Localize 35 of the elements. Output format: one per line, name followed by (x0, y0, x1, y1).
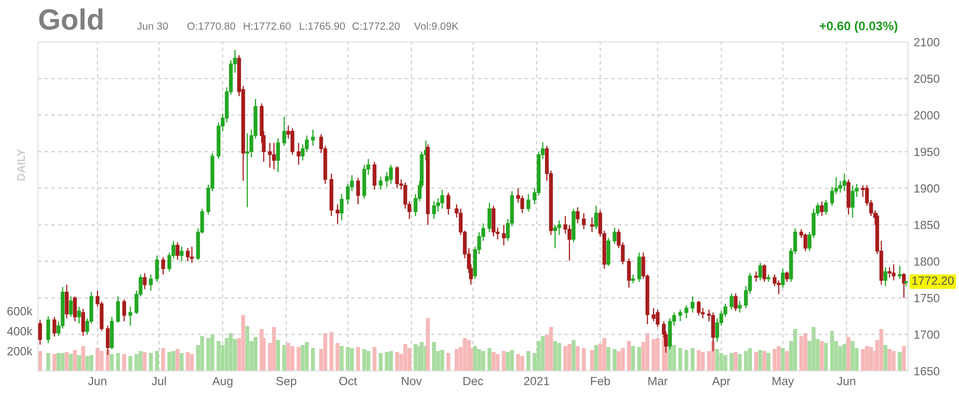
y-tick-label: 1950 (914, 148, 940, 156)
x-tick-label: Feb (591, 376, 610, 386)
y-tick-label: 2100 (914, 38, 940, 46)
text: C:1772.20 (352, 22, 400, 30)
y2-tick-label: 600k (7, 306, 32, 316)
x-tick-label: Apr (712, 376, 730, 388)
y-tick-label: 2050 (914, 74, 940, 83)
chart-title: Gold (39, 8, 102, 30)
x-tick-label: Nov (402, 376, 422, 386)
x-tick-label: Jul (152, 376, 166, 386)
y2-tick-label: 200k (7, 346, 32, 356)
x-tick-label: Sep (276, 376, 296, 388)
y-tick-label: 1800 (914, 257, 940, 266)
y-tick-label: 1700 (914, 330, 940, 339)
y-tick-label: 1900 (914, 184, 940, 193)
x-tick-label: Jun (837, 376, 856, 386)
y-tick-label: 1850 (914, 220, 940, 230)
y2-tick-label: 400k (7, 326, 32, 336)
text: Vol:9.09K (414, 22, 458, 30)
x-tick-label: Dec (463, 376, 484, 386)
x-tick-label: Mar (648, 376, 668, 386)
y-tick-label: 2000 (914, 111, 940, 120)
x-tick-label: Aug (212, 376, 232, 388)
text: O:1770.80 (187, 22, 236, 30)
y-tick-label: 1650 (914, 367, 940, 376)
text: L:1765.90 (300, 22, 345, 30)
x-tick-label: 2021 (524, 376, 550, 386)
y-tick-label: 1750 (914, 294, 940, 302)
text: Jun 30 (137, 22, 168, 30)
text: +0.60 (0.03%) (820, 21, 898, 33)
x-tick-label: Oct (339, 376, 357, 386)
x-tick-label: Jun (88, 376, 106, 386)
text: H:1772.60 (244, 22, 291, 30)
annotation: 1772.20 (912, 276, 954, 285)
x-tick-label: May (772, 376, 794, 388)
